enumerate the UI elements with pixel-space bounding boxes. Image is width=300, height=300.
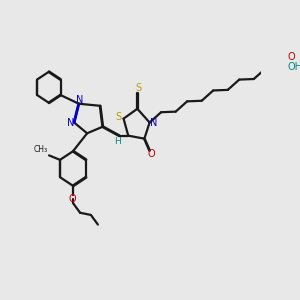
- Text: O: O: [69, 194, 76, 204]
- Text: O: O: [287, 52, 295, 62]
- Text: N: N: [67, 118, 74, 128]
- Text: S: S: [116, 112, 122, 122]
- Text: CH₃: CH₃: [34, 145, 48, 154]
- Text: N: N: [76, 95, 83, 105]
- Text: S: S: [136, 83, 142, 93]
- Text: O: O: [148, 149, 155, 160]
- Text: OH: OH: [288, 61, 300, 72]
- Text: H: H: [115, 136, 121, 146]
- Text: N: N: [150, 118, 158, 128]
